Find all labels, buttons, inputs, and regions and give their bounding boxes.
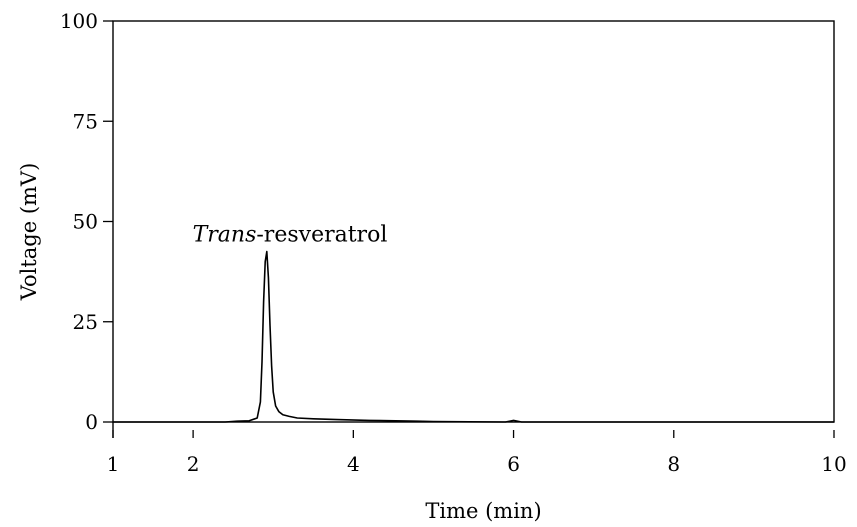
x-tick-label: 2	[187, 452, 200, 476]
peak-annotation-italic: Trans	[193, 223, 257, 248]
peak-annotation-rest: -resveratrol	[256, 223, 387, 248]
y-tick-label: 100	[60, 9, 98, 33]
chromatogram-trace	[113, 250, 834, 423]
y-tick-label: 75	[73, 109, 98, 133]
x-tick-label: 1	[107, 452, 120, 476]
y-axis-ticks: 0 25 50 75 100	[60, 9, 113, 434]
y-tick-label: 0	[85, 410, 98, 434]
x-tick-label: 8	[667, 452, 680, 476]
plot-frame	[112, 20, 835, 423]
y-axis-title: Voltage (mV)	[17, 163, 41, 302]
peak-annotation: Trans-resveratrol	[193, 223, 388, 248]
y-tick-label: 25	[73, 310, 98, 334]
x-axis-ticks: 1 2 4 6 8 10	[107, 430, 847, 476]
x-tick-label: 4	[347, 452, 360, 476]
x-tick-label: 10	[821, 452, 846, 476]
x-axis-title: Time (min)	[425, 499, 541, 523]
x-tick-label: 6	[507, 452, 520, 476]
y-tick-label: 50	[73, 210, 98, 234]
